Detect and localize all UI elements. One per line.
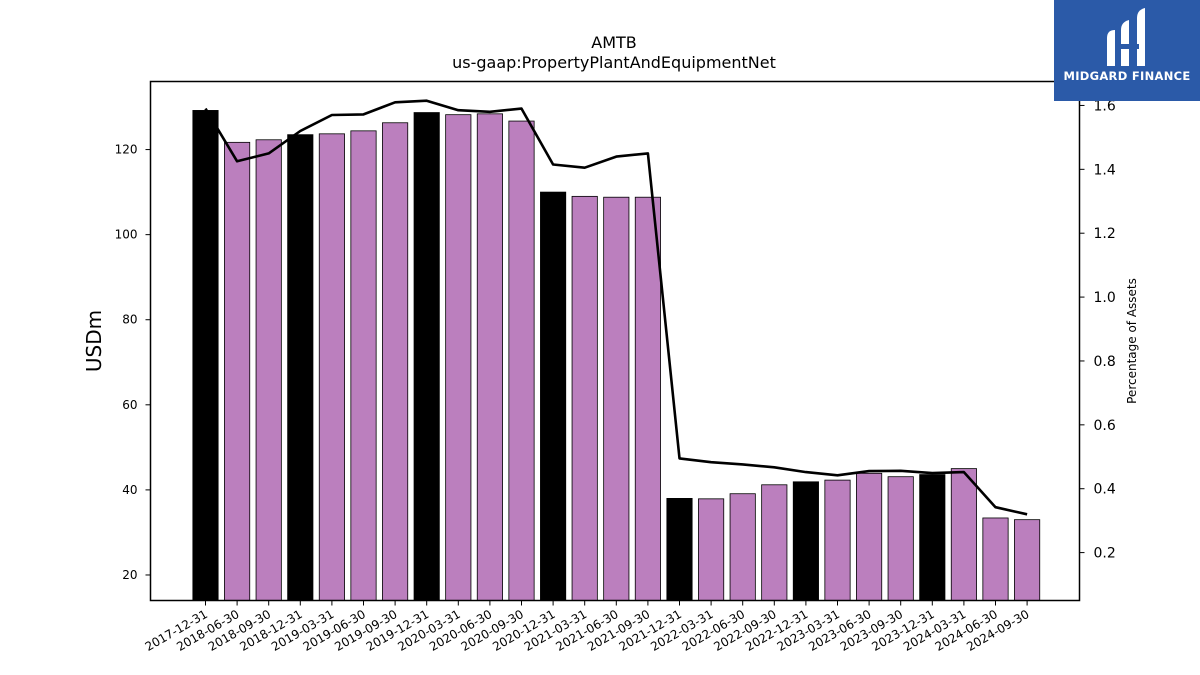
bar-2024-06-30 — [982, 517, 1009, 601]
y2-axis-ticks: 0.2 0.4 0.6 0.8 1.0 1.2 1.4 1.6 — [1079, 98, 1116, 562]
bar-2019-09-30 — [382, 122, 409, 601]
bar-2020-09-30 — [508, 120, 535, 601]
bar-2019-06-30 — [350, 130, 377, 601]
bar-2021-06-30 — [603, 196, 630, 601]
bar-2023-12-31 — [919, 474, 946, 601]
y-tick-label: 20 — [122, 568, 137, 582]
y-tick-label: 120 — [115, 143, 138, 157]
bar-series — [192, 110, 1041, 601]
y-tick-label: 60 — [122, 398, 137, 412]
bar-2024-09-30 — [1014, 519, 1041, 601]
plot-frame — [149, 80, 1081, 602]
bar-2019-12-31 — [413, 112, 440, 601]
bar-2017-12-31 — [192, 110, 219, 601]
chart-subtitle: us-gaap:PropertyPlantAndEquipmentNet — [452, 53, 776, 72]
y-axis-ticks: 20 40 60 80 100 120 — [115, 143, 151, 582]
x-axis-ticks: 2017-12-312018-06-302018-09-302018-12-31… — [143, 600, 1032, 654]
y2-axis-label: Percentage of Assets — [1125, 278, 1139, 404]
bar-2020-06-30 — [476, 113, 503, 601]
y2-tick-label: 1.2 — [1094, 226, 1116, 242]
y2-tick-label: 0.4 — [1094, 482, 1116, 498]
y2-tick-label: 0.8 — [1094, 354, 1116, 370]
chart-title: AMTB — [591, 33, 637, 52]
bar-2020-03-31 — [445, 114, 472, 601]
bar-2021-09-30 — [634, 196, 661, 601]
bar-2018-06-30 — [224, 141, 251, 601]
y2-tick-label: 1.0 — [1094, 290, 1116, 306]
bar-2023-06-30 — [856, 472, 883, 601]
bar-2018-12-31 — [287, 134, 314, 601]
y-axis-label: USDm — [82, 310, 106, 372]
y2-tick-label: 1.4 — [1094, 162, 1116, 178]
percentage-of-assets-line — [204, 99, 1028, 516]
y2-tick-label: 0.6 — [1094, 418, 1116, 434]
bar-2022-03-31 — [698, 498, 725, 601]
bar-2019-03-31 — [318, 133, 345, 601]
y2-tick-label: 0.2 — [1094, 546, 1116, 562]
y-tick-label: 40 — [122, 483, 137, 497]
y-tick-label: 80 — [122, 313, 137, 327]
bar-2020-12-31 — [540, 191, 567, 601]
bar-2021-03-31 — [571, 195, 598, 601]
y-tick-label: 100 — [115, 228, 138, 242]
percentage-line-series — [204, 99, 1028, 516]
bar-2022-06-30 — [729, 493, 756, 601]
bar-2024-03-31 — [950, 468, 977, 601]
bar-2021-12-31 — [666, 498, 693, 601]
y2-tick-label: 1.6 — [1094, 98, 1116, 114]
bar-2022-09-30 — [761, 484, 788, 601]
bar-2018-09-30 — [255, 139, 282, 601]
logo-text: MIDGARD FINANCE — [1063, 69, 1191, 83]
midgard-finance-logo: MIDGARD FINANCE — [1054, 0, 1200, 101]
logo-mark-icon — [1107, 8, 1145, 66]
bar-2023-09-30 — [887, 476, 914, 601]
bar-2022-12-31 — [792, 481, 819, 601]
bar-2023-03-31 — [824, 479, 851, 601]
